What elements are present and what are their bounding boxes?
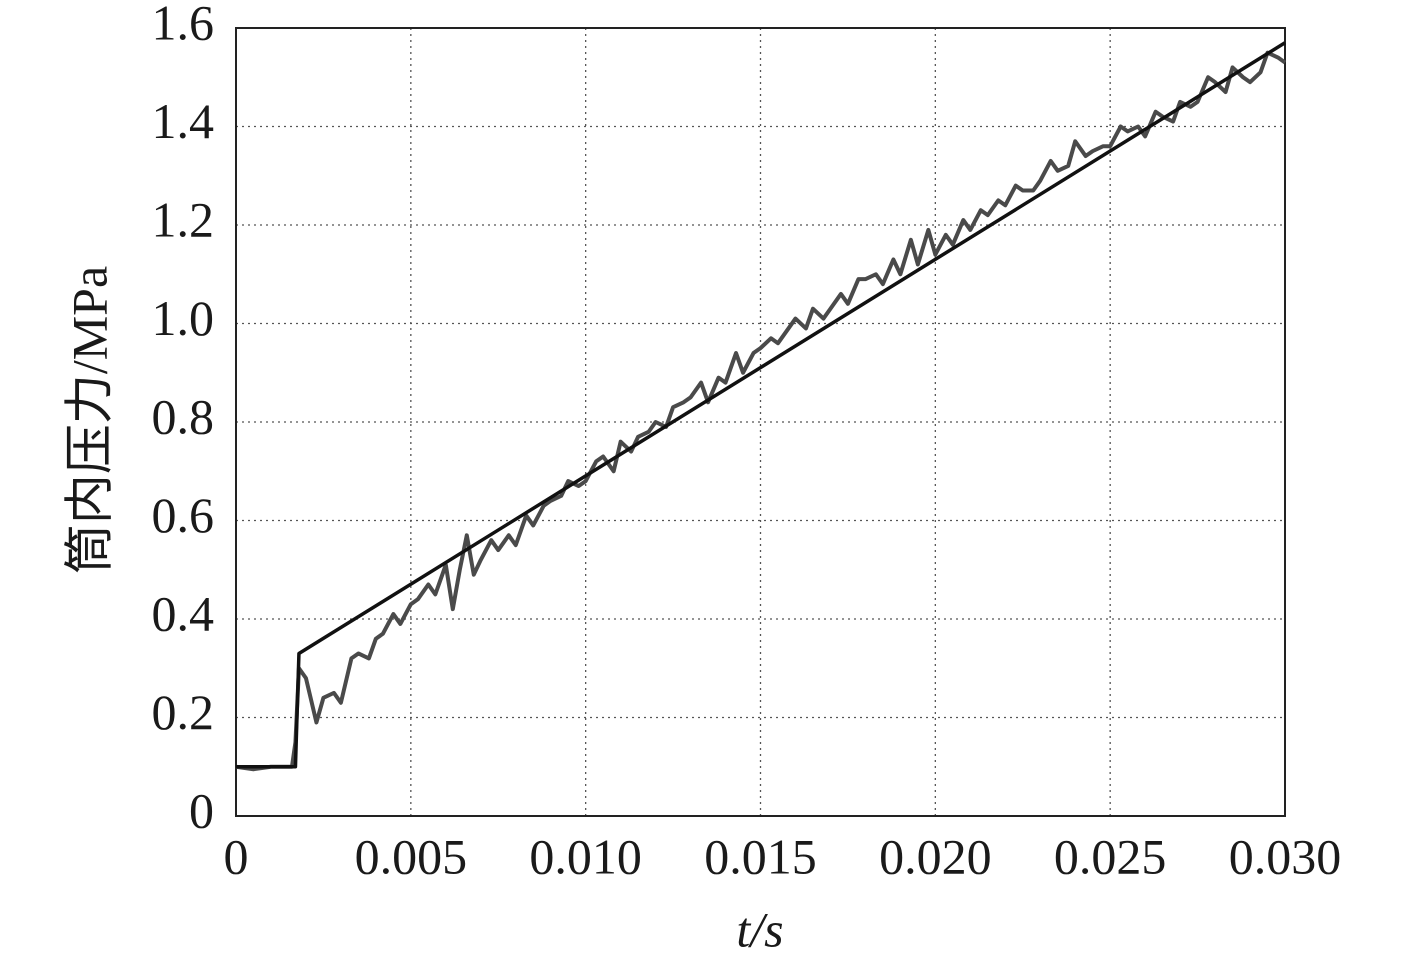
y-tick-label: 0.2 (152, 684, 215, 740)
y-tick-label: 1.2 (152, 191, 215, 247)
y-tick-label: 0.8 (152, 388, 215, 444)
y-axis-label: 筒内压力/MPa (61, 266, 117, 574)
y-tick-label: 1.6 (152, 0, 215, 50)
y-tick-label: 0.6 (152, 487, 215, 543)
x-tick-label: 0.015 (704, 828, 817, 884)
y-tick-label: 0.4 (152, 585, 215, 641)
x-axis-label: t/s (736, 901, 783, 957)
x-tick-label: 0.005 (355, 828, 468, 884)
x-tick-label: 0 (224, 828, 249, 884)
x-tick-label: 0.010 (529, 828, 642, 884)
plot-frame (235, 27, 1286, 817)
y-tick-label: 1.0 (152, 290, 215, 346)
y-tick-label: 1.4 (152, 93, 215, 149)
x-tick-label: 0.030 (1229, 828, 1342, 884)
x-tick-label: 0.025 (1054, 828, 1167, 884)
data-line (235, 50, 1287, 772)
y-tick-label: 0 (189, 782, 214, 838)
data-line (236, 41, 1286, 769)
x-tick-label: 0.020 (879, 828, 992, 884)
